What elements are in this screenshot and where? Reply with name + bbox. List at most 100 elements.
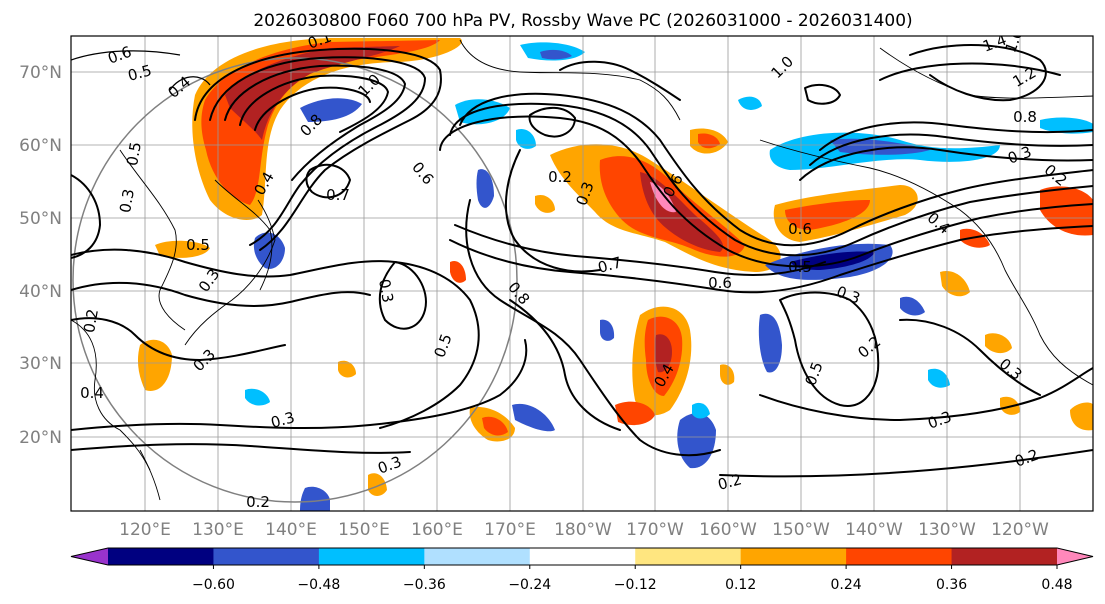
shade-positive-s7 (720, 364, 735, 385)
shade-negative-s8 (245, 388, 270, 406)
contour-label: 0.3 (269, 408, 297, 432)
contour-w-5 (378, 261, 427, 330)
contour-ne-1 (819, 121, 1093, 151)
contour-ne-4 (909, 44, 1047, 102)
latitude-label: 50°N (19, 209, 62, 229)
colorbar-tick-label: 0.48 (1041, 577, 1072, 593)
contour-e-3 (719, 449, 1093, 478)
latitude-label: 60°N (19, 136, 62, 156)
colorbar-extend-min (71, 548, 108, 565)
colorbar-segment (951, 548, 1058, 565)
contour-ne-5 (879, 62, 1061, 81)
shade-positive-s5 (450, 260, 466, 283)
contour-label: 0.6 (788, 220, 812, 238)
colorbar-segment (846, 548, 953, 565)
longitude-label: 180°W (554, 520, 612, 540)
colorbar-segment (318, 548, 425, 565)
contour-e-6 (804, 83, 841, 105)
contour-label: 0.7 (326, 186, 350, 204)
colorbar-tick-label: 0.24 (831, 577, 862, 593)
shade-positive-s3 (985, 333, 1012, 354)
contour-label: 0.2 (548, 168, 572, 186)
contour-trough-2 (504, 149, 601, 273)
colorbar-segment (635, 548, 742, 565)
contour-east-jet-1 (459, 92, 1093, 247)
shade-negative-s10 (516, 128, 536, 149)
contour-jet-2 (209, 56, 426, 246)
colorbar-tick-label: −0.48 (297, 577, 340, 593)
contour-label: 0.4 (80, 384, 104, 402)
shade-positive-cs2 (615, 401, 655, 426)
contour-east-jet-2 (449, 102, 1093, 257)
contour-label: 0.6 (708, 274, 732, 292)
shade-negative-japan (253, 232, 285, 269)
latitude-labels: 70°N 60°N 50°N 40°N 30°N 20°N (19, 63, 62, 448)
shade-positive-c2b (698, 133, 720, 149)
contour-e-5 (528, 106, 576, 138)
latitude-label: 40°N (19, 282, 62, 302)
figure-title: 2026030800 F060 700 hPa PV, Rossby Wave … (253, 11, 912, 31)
shade-positive-s4 (940, 270, 970, 297)
contour-jet-3 (224, 64, 406, 181)
colorbar-segment (108, 548, 214, 565)
longitude-label: 120°W (991, 520, 1049, 540)
contour-jet-5 (254, 86, 371, 131)
contour-e-4 (899, 318, 1041, 396)
shade-positive-central-pink (650, 182, 676, 213)
contour-east-jet-4 (449, 225, 1093, 294)
shade-negative-s4 (600, 319, 615, 341)
latitude-label: 20°N (19, 428, 62, 448)
contour-trough-3 (509, 299, 621, 431)
contour-label: 0.3 (375, 278, 397, 305)
shade-negative-ne1 (738, 96, 762, 110)
contour-w-8 (71, 317, 286, 361)
longitude-label: 160°E (411, 520, 463, 540)
colorbar-tick-label: −0.36 (403, 577, 446, 593)
shade-negative-s5 (900, 296, 925, 316)
contour-e-1 (779, 291, 880, 407)
contour-label: 0.7 (596, 253, 624, 277)
contour-ne-2 (809, 133, 1093, 166)
contour-thin-2 (169, 76, 211, 91)
longitude-label: 170°E (484, 520, 536, 540)
longitude-labels: 120°E 130°E 140°E 150°E 160°E 170°E 180°W 170°W… (119, 520, 1049, 540)
shade-negative-north (300, 98, 362, 122)
colorbar-segment (740, 548, 847, 565)
contour-label: 0.2 (716, 470, 744, 494)
contour-label: 0.2 (246, 493, 270, 511)
shade-negative-s3 (758, 313, 782, 373)
map-area: 0.60.5 0.40.11.00.80.40.50.3 0.70.6 0.20.30… (71, 36, 1093, 511)
shade-negative-s1b (692, 402, 710, 419)
colorbar-extend-max (1057, 548, 1093, 565)
contour-east-jet-3 (439, 115, 1093, 268)
colorbar-tick-label: −0.12 (614, 577, 657, 593)
contour-w-7 (71, 174, 101, 259)
contour-label: 0.2 (80, 308, 102, 335)
shade-positive-fe (1040, 186, 1093, 236)
colorbar-outline (70, 547, 1094, 566)
coastlines (71, 39, 1093, 501)
longitude-label: 130°W (918, 520, 976, 540)
contour-w-4 (71, 443, 411, 454)
shade-positive-s1b (482, 416, 508, 436)
latitude-label: 70°N (19, 63, 62, 83)
shade-negative-north4 (540, 49, 572, 60)
shade-positive-japan (155, 240, 210, 258)
contour-e-7 (559, 60, 681, 101)
shade-negative-fe (1040, 117, 1093, 134)
shade-positive-s2 (368, 473, 387, 496)
shade-positive-fe2 (1070, 402, 1093, 431)
colorbar-segment (213, 548, 320, 565)
shade-positive-s6 (535, 194, 555, 213)
colorbar-segment (529, 548, 636, 565)
longitude-label: 130°E (192, 520, 244, 540)
contour-east-jet-5 (454, 224, 826, 276)
longitude-label: 150°W (772, 520, 830, 540)
shade-positive-nw-inner (225, 46, 400, 140)
contour-label: 0.5 (126, 61, 154, 85)
contour-label: 0.5 (186, 236, 210, 254)
colorbar-ticks: −0.60 −0.48 −0.36 −0.24 −0.12 0.12 0.24 0.36 0.4… (192, 565, 1073, 593)
contour-label: 0.5 (788, 258, 812, 276)
longitude-label: 140°E (265, 520, 317, 540)
